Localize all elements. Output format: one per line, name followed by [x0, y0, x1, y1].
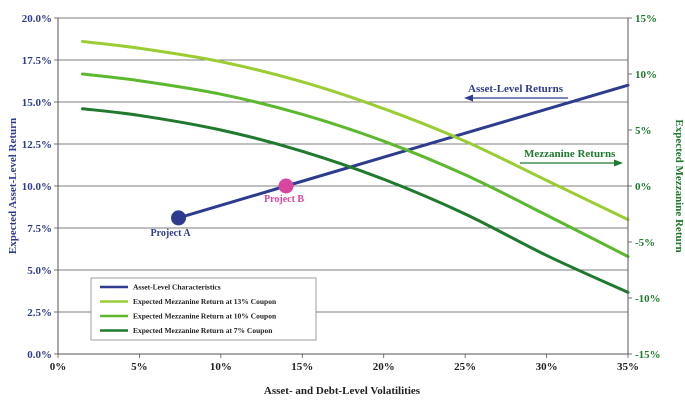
y-right-tick-label: 15% [635, 13, 657, 25]
series-asset-level [177, 83, 630, 220]
x-tick-label: 10% [210, 361, 232, 373]
y-axis-right-title: Expected Mezzanine Return [673, 119, 685, 252]
series-mezz-13 [80, 40, 630, 222]
y-left-tick-label: 7.5% [27, 223, 52, 235]
project-a-marker [171, 210, 187, 226]
y-axis-left-title: Expected Asset-Level Return [7, 118, 19, 254]
y-left-tick-label: 17.5% [22, 55, 52, 67]
tick-labels: 0.0% 2.5% 5.0% 7.5% 10.0% 12.5% 15.0% 17.5% 20.0… [22, 13, 661, 373]
y-right-tick-label: 10% [635, 69, 657, 81]
y-left-tick-label: 5.0% [27, 265, 52, 277]
annotation-asset-arrowhead [464, 94, 473, 102]
y-left-tick-label: 15.0% [22, 97, 52, 109]
axes [57, 18, 629, 355]
y-left-tick-label: 12.5% [22, 139, 52, 151]
y-right-tick-label: -5% [635, 237, 655, 249]
project-a-label: Project A [151, 228, 192, 239]
x-tick-label: 5% [131, 361, 148, 373]
annotation-mezz-arrowhead [614, 159, 623, 167]
project-b-marker [278, 178, 294, 194]
project-b-label: Project B [264, 194, 304, 205]
annotation-asset-label: Asset-Level Returns [468, 83, 564, 95]
y-left-tick-label: 20.0% [22, 13, 52, 25]
y-left-tick-label: 10.0% [22, 181, 52, 193]
points-layer: Project A Project B [151, 178, 304, 239]
legend-item-mezz-13-label: Expected Mezzanine Return at 13% Coupon [133, 297, 277, 306]
annotation-mezz-label: Mezzanine Returns [524, 148, 616, 160]
x-tick-label: 25% [454, 361, 476, 373]
x-axis-title: Asset- and Debt-Level Volatilities [264, 385, 421, 397]
legend: Asset-Level Characteristics Expected Mezz… [90, 277, 317, 341]
y-left-tick-label: 0.0% [27, 349, 52, 361]
annotation-mezzanine-returns: Mezzanine Returns [520, 148, 623, 167]
legend-item-mezz-7-label: Expected Mezzanine Return at 7% Coupon [133, 326, 273, 335]
series-mezz-7 [80, 107, 630, 294]
legend-item-asset-level-label: Asset-Level Characteristics [133, 283, 221, 292]
x-tick-label: 30% [536, 361, 558, 373]
series-mezz-10 [80, 72, 630, 259]
y-right-tick-label: -10% [635, 293, 661, 305]
y-right-tick-label: -15% [635, 349, 661, 361]
y-left-tick-label: 2.5% [27, 307, 52, 319]
legend-item-mezz-10-label: Expected Mezzanine Return at 10% Coupon [133, 312, 277, 321]
annotation-asset-level-returns: Asset-Level Returns [464, 83, 568, 102]
x-tick-label: 20% [373, 361, 395, 373]
y-right-tick-label: 0% [635, 181, 652, 193]
x-tick-label: 0% [50, 361, 67, 373]
x-tick-label: 35% [617, 361, 639, 373]
x-tick-label: 15% [291, 361, 313, 373]
y-right-tick-label: 5% [635, 125, 652, 137]
series-layer [80, 40, 630, 294]
legend-box [90, 277, 317, 341]
